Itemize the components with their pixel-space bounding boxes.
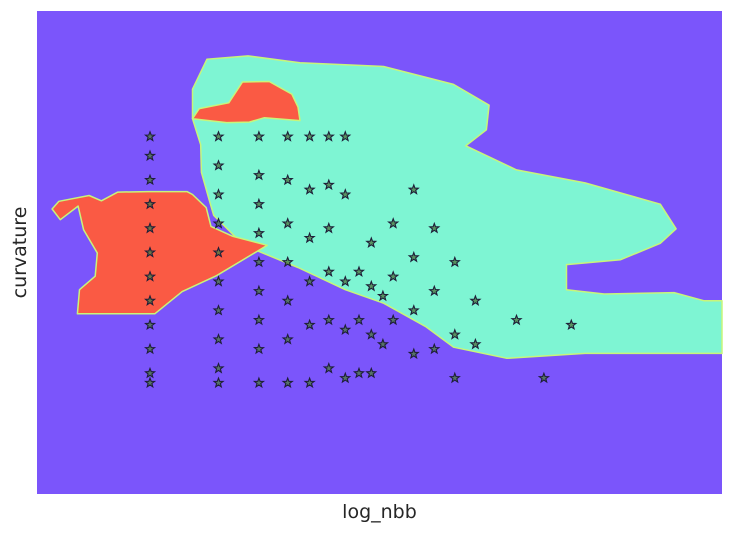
data-point-3 (143, 197, 157, 210)
data-point-32 (281, 173, 294, 186)
scatter-points (143, 130, 578, 389)
data-point-22 (252, 130, 266, 142)
data-point-62 (376, 289, 390, 302)
data-point-72 (428, 284, 441, 297)
data-point-45 (322, 178, 335, 191)
data-point-31 (281, 130, 294, 142)
data-point-46 (322, 221, 335, 234)
data-point-80 (537, 371, 551, 384)
data-point-40 (303, 231, 316, 244)
data-point-13 (212, 159, 225, 171)
data-point-33 (281, 217, 294, 229)
data-point-14 (212, 188, 225, 200)
data-point-10 (144, 366, 157, 379)
decision-region-2 (51, 190, 268, 315)
data-point-49 (322, 362, 335, 374)
data-point-4 (144, 221, 157, 234)
data-point-47 (322, 265, 335, 277)
data-point-25 (252, 226, 266, 239)
data-point-6 (144, 270, 157, 282)
data-point-37 (281, 376, 294, 389)
data-point-18 (212, 304, 225, 316)
data-point-15 (212, 217, 225, 229)
data-point-35 (281, 294, 294, 306)
data-point-57 (352, 366, 365, 379)
data-point-64 (387, 217, 400, 229)
data-point-20 (212, 362, 225, 374)
data-point-76 (448, 371, 461, 384)
data-point-70 (407, 347, 420, 360)
data-point-75 (448, 328, 461, 340)
data-point-68 (407, 250, 420, 263)
data-point-81 (565, 318, 578, 331)
data-point-79 (510, 313, 523, 326)
data-point-52 (339, 275, 352, 287)
data-point-60 (365, 328, 378, 340)
data-point-71 (428, 221, 441, 234)
y-axis-label: curvature (9, 207, 31, 299)
data-point-21 (212, 376, 225, 389)
data-point-55 (352, 265, 366, 277)
data-point-29 (252, 342, 266, 355)
data-point-56 (352, 313, 366, 326)
data-point-67 (407, 183, 420, 195)
data-point-36 (281, 333, 294, 345)
data-point-8 (144, 318, 157, 331)
data-point-65 (387, 270, 400, 282)
data-point-2 (144, 173, 157, 186)
data-point-77 (469, 294, 482, 306)
data-point-69 (407, 304, 420, 316)
data-point-53 (339, 323, 352, 335)
data-point-12 (212, 130, 225, 142)
data-point-42 (303, 318, 316, 331)
decision-region-3 (191, 80, 301, 124)
data-point-27 (252, 284, 265, 297)
data-point-44 (322, 130, 335, 142)
data-point-28 (252, 313, 266, 326)
data-point-54 (339, 371, 352, 384)
data-point-51 (339, 188, 352, 200)
data-point-74 (448, 255, 461, 268)
data-point-41 (303, 275, 316, 287)
data-point-66 (387, 313, 400, 326)
data-point-50 (339, 130, 352, 142)
data-point-48 (322, 313, 335, 326)
data-point-61 (365, 366, 378, 379)
data-point-39 (303, 183, 316, 195)
data-point-58 (365, 236, 378, 249)
data-point-38 (303, 130, 316, 142)
data-point-43 (303, 376, 316, 389)
x-axis-label: log_nbb (342, 501, 417, 523)
data-point-78 (469, 337, 482, 350)
data-point-26 (252, 255, 265, 268)
data-point-16 (212, 246, 225, 258)
data-point-9 (143, 342, 157, 355)
data-point-34 (281, 255, 294, 268)
data-point-73 (428, 342, 441, 355)
data-point-7 (143, 294, 157, 306)
data-point-63 (376, 337, 390, 350)
data-point-23 (252, 168, 266, 181)
data-point-17 (212, 275, 225, 287)
data-point-24 (252, 197, 266, 210)
data-point-59 (365, 279, 378, 292)
data-point-30 (252, 376, 266, 389)
data-point-11 (143, 376, 157, 389)
decision-regions (51, 55, 723, 360)
data-point-5 (143, 246, 157, 258)
data-point-19 (212, 333, 225, 345)
data-point-1 (143, 149, 157, 162)
data-point-0 (143, 130, 157, 142)
